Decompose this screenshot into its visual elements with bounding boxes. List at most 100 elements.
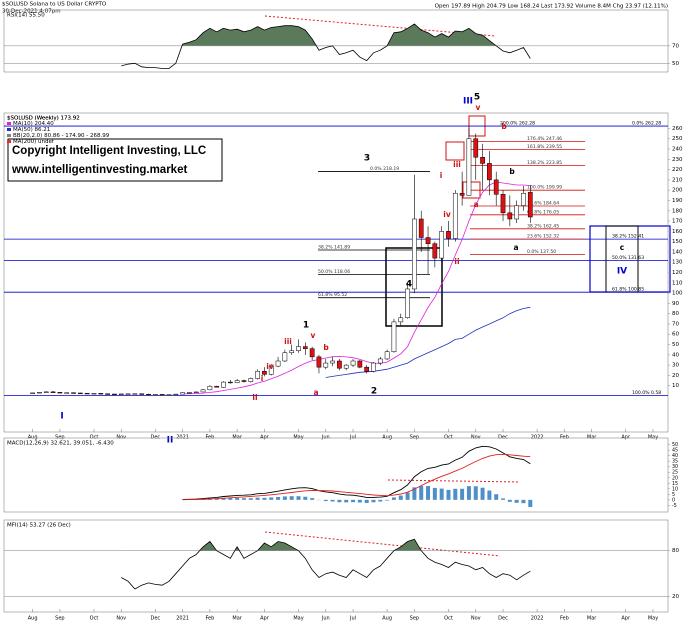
panel-frame	[4, 438, 668, 512]
y-tick-label: 20	[672, 475, 678, 481]
histogram-bar	[235, 498, 239, 500]
candle-body	[51, 392, 55, 393]
x-tick-label: Mar	[587, 616, 597, 622]
x-tick-label: Jul	[349, 616, 356, 622]
fib-label: 100.0% 199.99	[527, 185, 562, 191]
wave-label: iv	[266, 362, 274, 371]
x-tick-label: Jun	[321, 616, 330, 622]
candle-body	[351, 361, 355, 365]
histogram-bar	[399, 496, 403, 500]
website: www.intelligentinvesting.market	[11, 164, 187, 176]
panel-title: RSI(14) 55.50	[7, 13, 45, 19]
wave-label: 5	[474, 93, 480, 103]
histogram-bar	[378, 500, 382, 502]
candle-body	[296, 347, 300, 351]
histogram-bar	[344, 500, 348, 503]
x-tick-label: Dec	[150, 616, 160, 622]
wave-label: a	[313, 388, 318, 397]
candle-body	[467, 139, 471, 196]
x-tick-label: May	[648, 435, 658, 441]
candle-body	[71, 393, 75, 394]
copyright: Copyright Intelligent Investing, LLC	[12, 145, 206, 157]
histogram-bar	[487, 491, 491, 500]
fib-label: 38.2% 162.45	[527, 223, 559, 229]
candle-body	[228, 382, 232, 383]
histogram-bar	[521, 500, 525, 503]
fib-label: 0.0% 137.50	[527, 249, 556, 255]
x-tick-label: Apr	[621, 616, 631, 622]
legend-entry: MA(200) undef	[13, 139, 55, 145]
histogram-bar	[460, 489, 464, 500]
wave-label: I	[60, 412, 63, 422]
fib-label: 0.0% 218.19	[370, 166, 399, 172]
x-tick-label: Jun	[321, 435, 330, 441]
x-tick-label: 2021	[176, 435, 189, 441]
legend-swatch	[7, 134, 11, 137]
candle-body	[487, 163, 491, 179]
candle-body	[37, 392, 41, 393]
wave-label: b	[509, 167, 515, 176]
y-tick-label: 60	[672, 332, 679, 338]
x-tick-label: Jul	[349, 435, 356, 441]
wave-label: iii	[453, 160, 461, 169]
y-tick-label: 190	[672, 198, 683, 204]
x-tick-label: Feb	[560, 435, 569, 441]
histogram-bar	[515, 500, 519, 503]
fib-label: 50.0% 131.63	[612, 255, 644, 261]
x-tick-label: Sep	[410, 616, 419, 622]
fib-label: 38.2% 152.41	[612, 234, 644, 240]
panel-title: MACD(12,26,9) 32.621, 39.051, -6.430	[7, 441, 114, 447]
y-tick-label: 170	[672, 219, 683, 225]
wave-label: ii	[252, 393, 257, 402]
candle-body	[106, 394, 110, 395]
x-tick-label: Mar	[232, 435, 242, 441]
y-tick-label: -5	[672, 503, 677, 509]
candle-body	[521, 193, 525, 205]
candle-body	[290, 351, 294, 353]
wave-label: IV	[617, 267, 627, 277]
candle-body	[160, 394, 164, 395]
y-tick-label: 210	[672, 177, 683, 183]
candle-body	[494, 180, 498, 194]
wave-label: II	[167, 436, 174, 446]
candle-body	[324, 363, 328, 367]
y-tick-label: 10	[672, 383, 679, 389]
wave-label: 4	[406, 280, 412, 290]
macd-line	[183, 446, 531, 499]
histogram-bar	[351, 500, 355, 502]
histogram-bar	[262, 498, 266, 500]
candle-body	[112, 394, 116, 395]
fib-label: 176.4% 247.46	[527, 136, 562, 142]
wave-label: b	[501, 122, 507, 131]
candle-body	[187, 392, 191, 393]
y-tick-label: 5	[672, 492, 675, 498]
candle-body	[119, 394, 123, 395]
wave-label: v	[476, 103, 481, 112]
x-tick-label: Sep	[410, 435, 419, 441]
histogram-bar	[501, 498, 505, 499]
wave-label: III	[463, 97, 473, 107]
candle-body	[174, 394, 178, 395]
x-tick-label: Feb	[205, 616, 214, 622]
y-tick-label: 0	[672, 497, 675, 503]
histogram-bar	[426, 486, 430, 500]
candle-body	[337, 361, 341, 368]
y-tick-label: 140	[672, 249, 683, 255]
y-tick-label: 30	[672, 464, 678, 470]
candle-body	[92, 393, 96, 394]
histogram-bar	[440, 489, 444, 500]
histogram-bar	[276, 497, 280, 500]
y-tick-label: 250	[672, 136, 683, 142]
histogram-bar	[392, 497, 396, 499]
candle-body	[256, 371, 260, 378]
y-tick-label: 240	[672, 147, 683, 153]
histogram-bar	[481, 488, 485, 500]
histogram-bar	[310, 498, 314, 500]
wave-label: c	[620, 243, 624, 252]
wave-label: 1	[303, 321, 309, 331]
x-tick-label: Feb	[560, 616, 569, 622]
histogram-bar	[406, 493, 410, 500]
candle-body	[419, 219, 423, 238]
histogram-bar	[371, 500, 375, 502]
